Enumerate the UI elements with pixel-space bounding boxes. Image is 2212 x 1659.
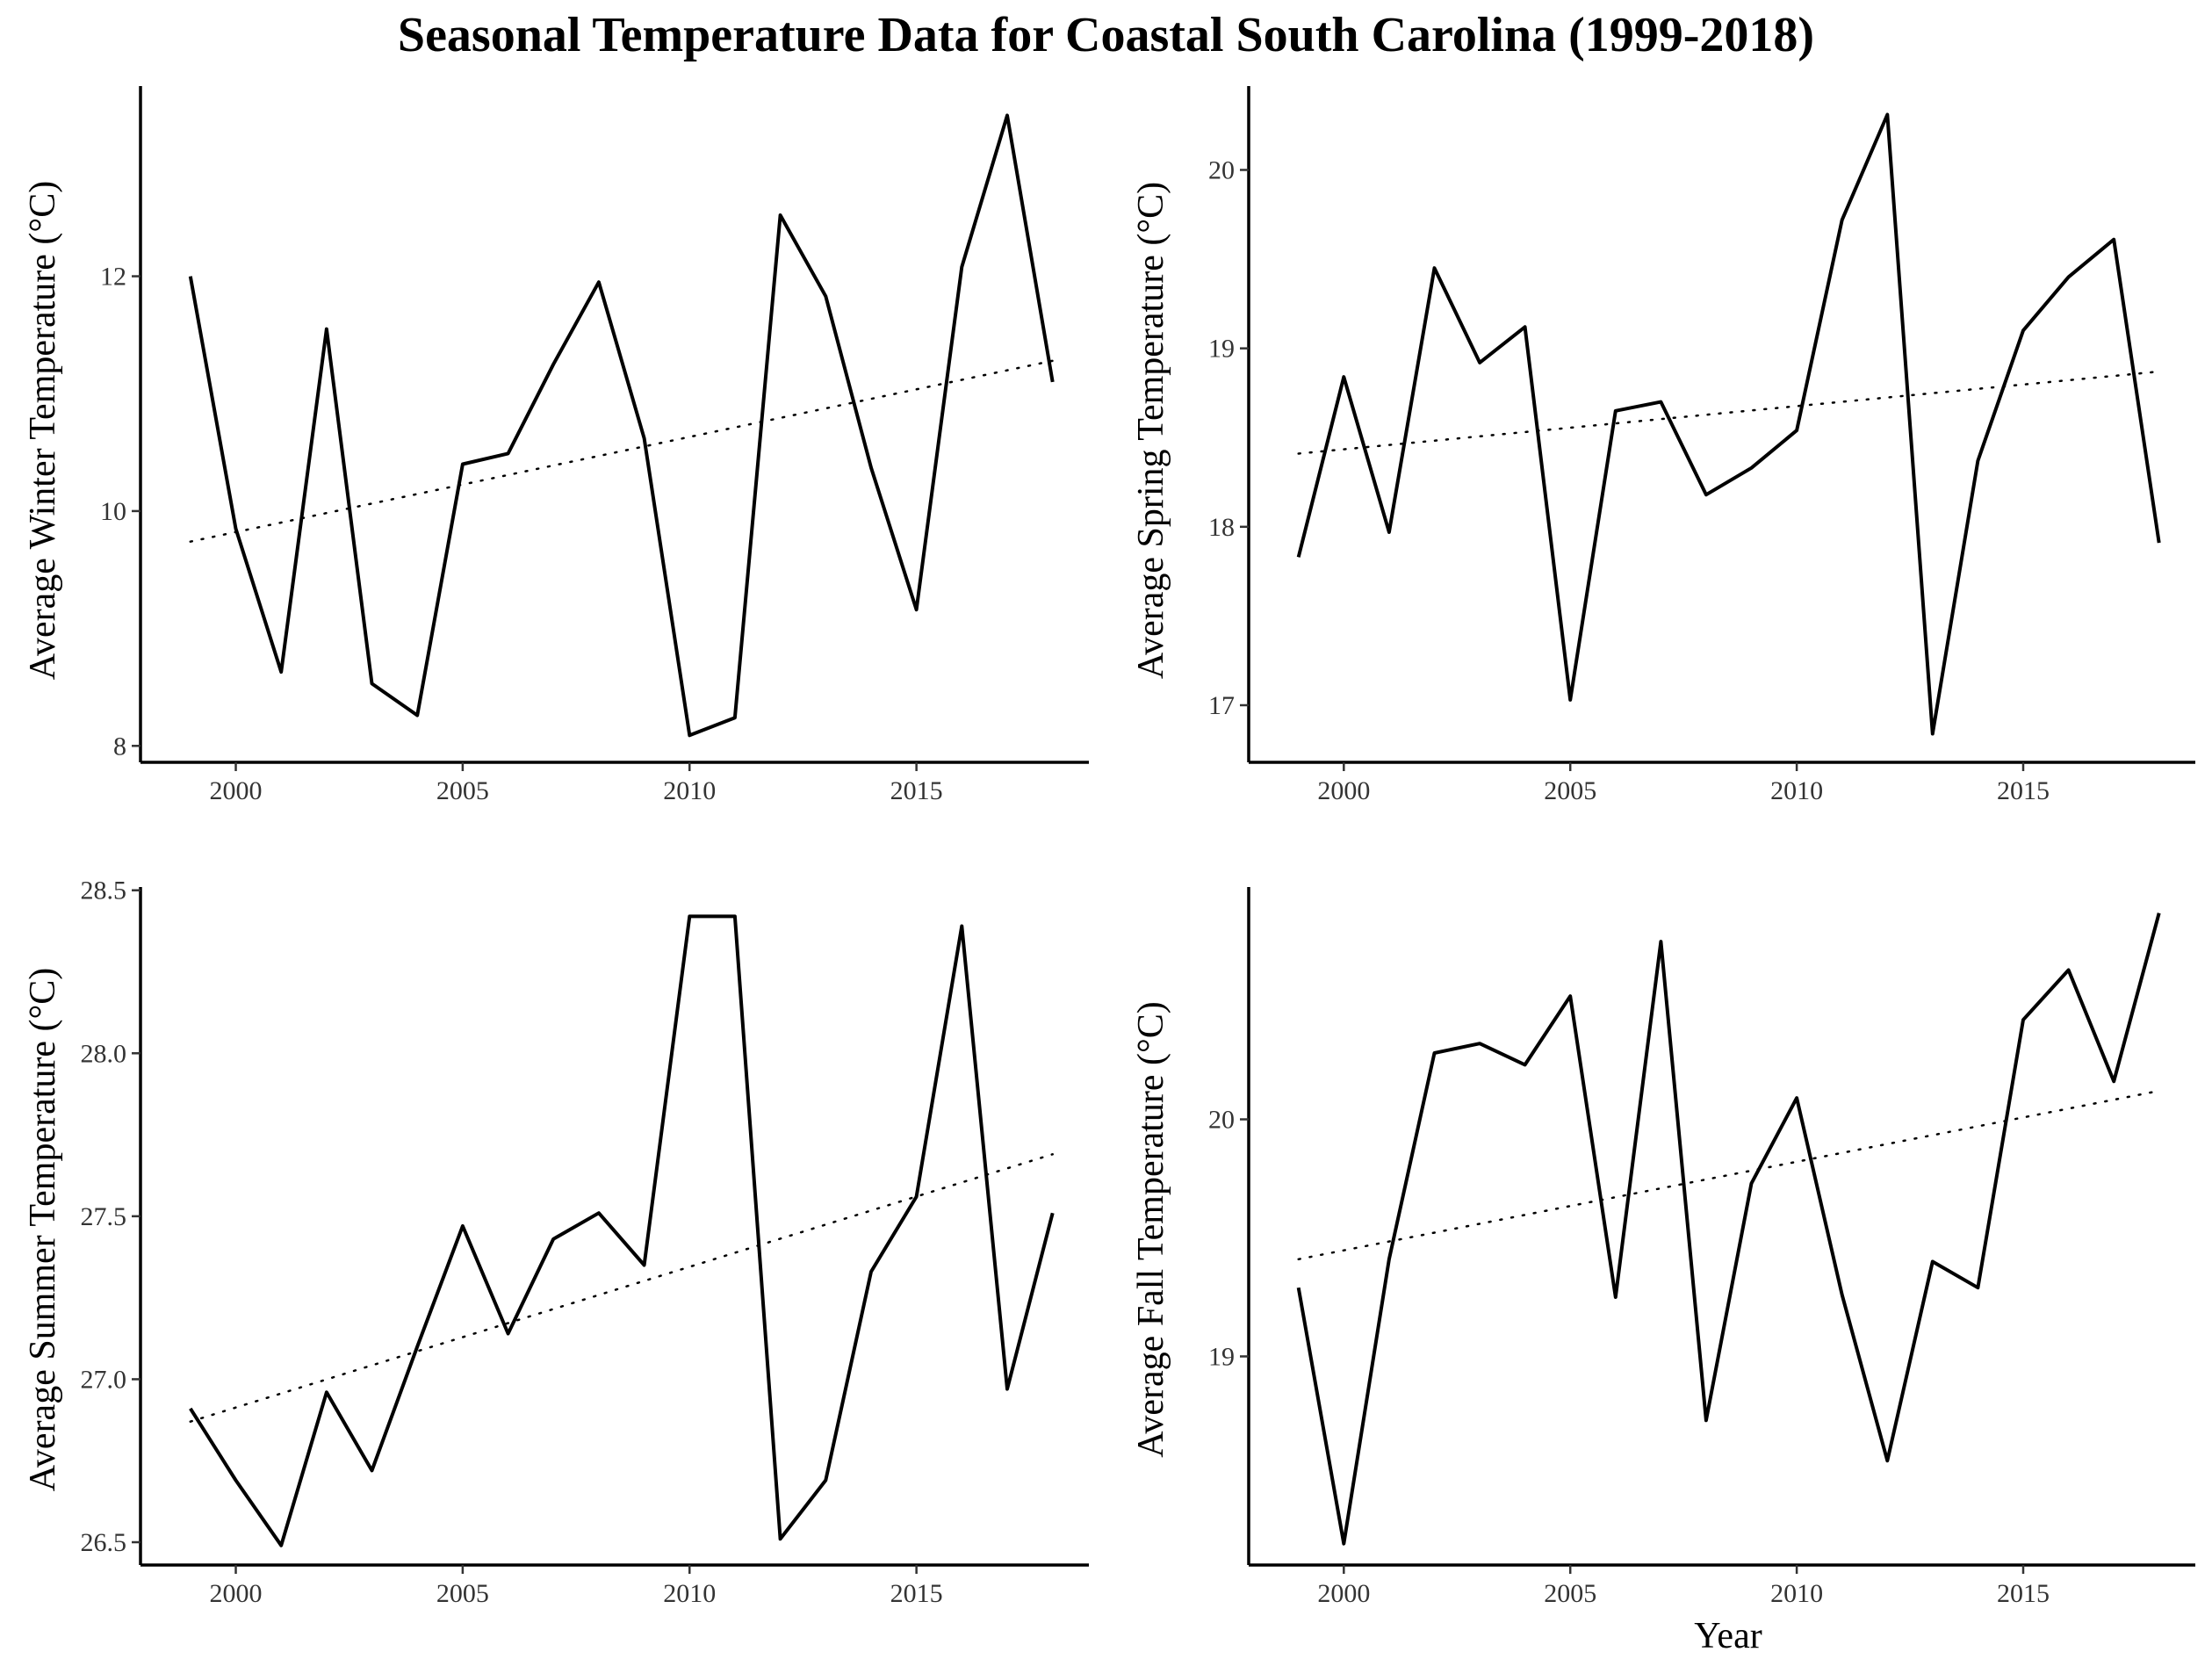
y-tick-label: 17 [1208,691,1235,720]
x-tick-label: 2010 [663,776,716,805]
y-axis-label-winter: Average Winter Temperature (°C) [23,181,63,680]
y-tick-label: 19 [1208,1342,1235,1371]
x-tick-label: 2005 [1544,1579,1596,1608]
x-tick-label: 2010 [1770,776,1823,805]
y-axis-label-summer: Average Summer Temperature (°C) [23,968,63,1492]
x-tick-label: 2000 [1317,776,1370,805]
x-axis-label-fall: Year [1694,1616,1762,1656]
x-tick-label: 2010 [663,1579,716,1608]
y-tick-label: 8 [113,732,126,761]
x-tick-label: 2005 [436,776,489,805]
x-tick-label: 2015 [1997,776,2050,805]
x-tick-label: 2015 [1997,1579,2050,1608]
chart-title: Seasonal Temperature Data for Coastal So… [397,8,1815,62]
temperature-line [188,113,1055,738]
x-tick-label: 2005 [436,1579,489,1608]
x-tick-label: 2015 [890,1579,943,1608]
y-tick-label: 26.5 [81,1528,127,1557]
temperature-line [1296,912,2161,1546]
x-tick-label: 2000 [210,776,263,805]
x-tick-label: 2010 [1770,1579,1823,1608]
panel-spring: Average Spring Temperature (°C) 2000 2005… [1131,86,2195,805]
y-tick-label: 18 [1208,513,1235,542]
panel-summer: Average Summer Temperature (°C) 2000 2005… [23,876,1089,1608]
panel-fall: Average Fall Temperature (°C) Year 2000 2… [1131,887,2195,1656]
y-tick-label: 20 [1208,155,1235,184]
trend-line [189,1153,1054,1423]
x-tick-label: 2015 [890,776,943,805]
x-tick-label: 2005 [1544,776,1596,805]
y-tick-label: 27.5 [81,1202,127,1231]
x-tick-label: 2000 [210,1579,263,1608]
y-axis-label-spring: Average Spring Temperature (°C) [1131,182,1171,679]
y-tick-label: 19 [1208,335,1235,364]
y-tick-label: 28.0 [81,1039,127,1068]
x-tick-label: 2000 [1317,1579,1370,1608]
y-axis-label-fall: Average Fall Temperature (°C) [1131,1001,1171,1458]
y-tick-label: 27.0 [81,1365,127,1394]
trend-line [1297,1089,2160,1261]
y-tick-label: 12 [100,263,126,292]
temperature-line [1296,112,2161,736]
trend-line [1297,370,2160,455]
y-tick-label: 28.5 [81,876,127,905]
y-tick-label: 10 [100,497,126,526]
temperature-line [189,914,1055,1547]
panel-winter: Average Winter Temperature (°C) 2000 2005… [23,86,1089,805]
y-tick-label: 20 [1208,1106,1235,1135]
